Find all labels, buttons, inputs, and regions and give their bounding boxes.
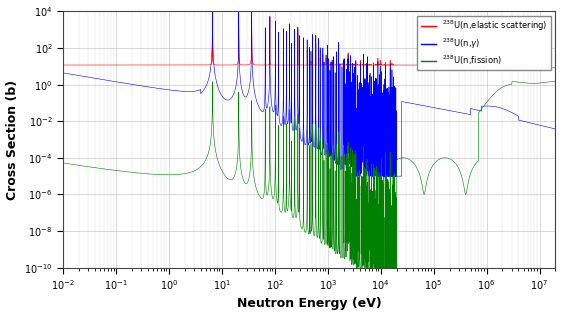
Y-axis label: Cross Section (b): Cross Section (b) <box>6 80 19 200</box>
X-axis label: Neutron Energy (eV): Neutron Energy (eV) <box>237 297 381 310</box>
Legend: $^{238}$U(n,elastic scattering), $^{238}$U(n,$\gamma$), $^{238}$U(n,fission): $^{238}$U(n,elastic scattering), $^{238}… <box>417 15 551 70</box>
